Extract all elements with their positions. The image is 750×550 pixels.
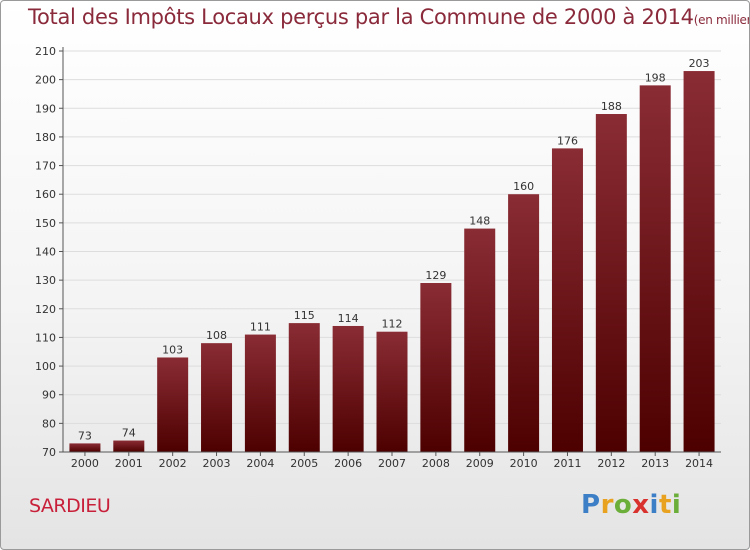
y-tick-label: 110 [35, 331, 56, 344]
x-tick-label-2003: 2003 [203, 457, 231, 470]
value-label-2008: 129 [425, 269, 446, 282]
y-tick-label: 150 [35, 217, 56, 230]
bar-2003 [201, 343, 233, 452]
proxiti-logo: Proxiti [581, 490, 682, 520]
bar-2001 [113, 440, 145, 452]
value-label-2002: 103 [162, 343, 183, 356]
x-tick-label-2011: 2011 [553, 457, 581, 470]
y-tick-label: 140 [35, 246, 56, 259]
y-tick-label: 130 [35, 274, 56, 287]
x-tick-label-2007: 2007 [378, 457, 406, 470]
value-label-2005: 115 [294, 309, 315, 322]
x-tick-label-2000: 2000 [71, 457, 99, 470]
x-tick-label-2013: 2013 [641, 457, 669, 470]
title-text: Total des Impôts Locaux perçus par la Co… [28, 5, 694, 29]
x-tick-label-2008: 2008 [422, 457, 450, 470]
bar-2009 [464, 228, 496, 452]
value-label-2010: 160 [513, 180, 534, 193]
x-tick-label-2004: 2004 [246, 457, 274, 470]
value-label-2001: 74 [122, 427, 136, 440]
x-tick-label-2010: 2010 [510, 457, 538, 470]
bar-2014 [683, 71, 715, 453]
value-label-2004: 111 [250, 321, 271, 334]
bar-2004 [244, 334, 276, 452]
bar-2010 [508, 194, 540, 452]
title-unit: (en milliers d'€) [693, 13, 749, 27]
bar-2005 [288, 323, 320, 452]
chart-title: Total des Impôts Locaux perçus par la Co… [28, 5, 749, 29]
value-label-2006: 114 [338, 312, 359, 325]
y-tick-label: 180 [35, 131, 56, 144]
y-tick-label: 210 [35, 45, 56, 58]
x-tick-label-2006: 2006 [334, 457, 362, 470]
y-tick-label: 170 [35, 160, 56, 173]
bar-2002 [157, 357, 189, 452]
y-tick-label: 100 [35, 360, 56, 373]
bar-2007 [376, 331, 408, 452]
value-label-2009: 148 [469, 215, 490, 228]
x-tick-label-2005: 2005 [290, 457, 318, 470]
bar-2008 [420, 283, 452, 452]
bar-2013 [639, 85, 671, 452]
y-tick-label: 120 [35, 303, 56, 316]
bar-2012 [595, 114, 627, 452]
x-tick-label-2012: 2012 [597, 457, 625, 470]
y-tick-label: 70 [42, 446, 56, 459]
y-tick-label: 160 [35, 188, 56, 201]
y-tick-label: 80 [42, 417, 56, 430]
x-tick-label-2001: 2001 [115, 457, 143, 470]
value-label-2014: 203 [689, 57, 710, 70]
x-tick-label-2009: 2009 [466, 457, 494, 470]
value-label-2012: 188 [601, 100, 622, 113]
x-tick-label-2002: 2002 [159, 457, 187, 470]
value-label-2000: 73 [78, 429, 92, 442]
value-label-2011: 176 [557, 134, 578, 147]
bar-2006 [332, 325, 364, 452]
y-tick-label: 200 [35, 74, 56, 87]
value-label-2013: 198 [645, 71, 666, 84]
commune-name: SARDIEU [29, 495, 111, 517]
value-label-2007: 112 [382, 318, 403, 331]
bar-2000 [69, 443, 101, 452]
value-label-2003: 108 [206, 329, 227, 342]
y-tick-label: 90 [42, 389, 56, 402]
x-tick-label-2014: 2014 [685, 457, 713, 470]
bar-2011 [551, 148, 583, 452]
y-tick-label: 190 [35, 102, 56, 115]
